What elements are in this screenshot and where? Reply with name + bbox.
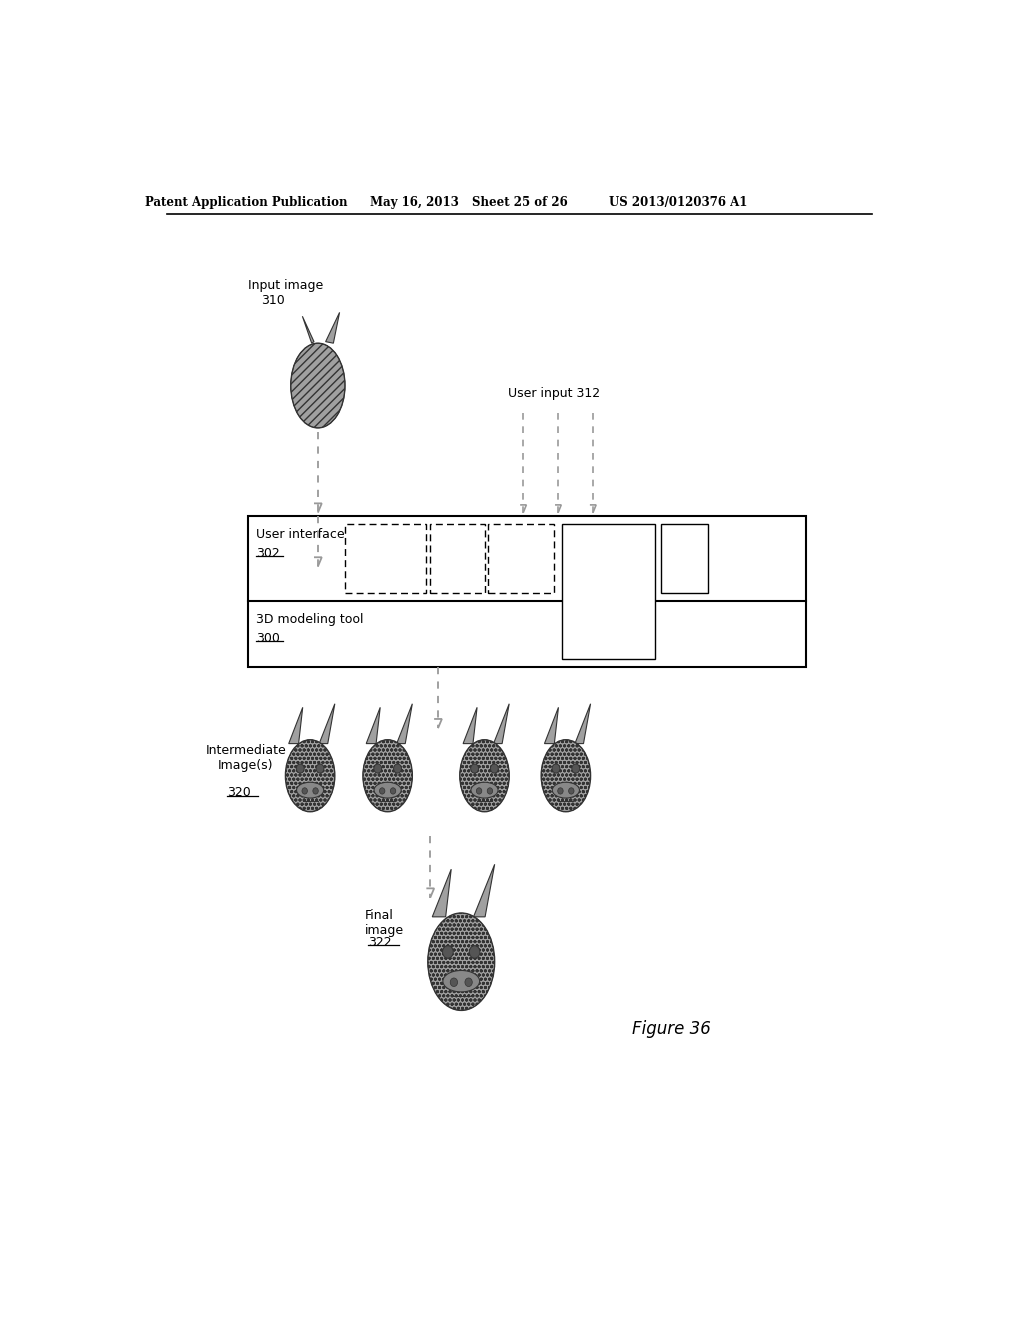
Text: Directional
flow (e.g.,
gravity) option: Directional flow (e.g., gravity) option (347, 543, 424, 576)
Bar (562, 524, 655, 659)
Polygon shape (473, 865, 495, 917)
Bar (488, 524, 554, 594)
Ellipse shape (380, 788, 385, 795)
Ellipse shape (460, 739, 509, 812)
Polygon shape (302, 317, 314, 343)
Ellipse shape (487, 788, 493, 795)
Text: 310: 310 (261, 294, 285, 308)
Ellipse shape (568, 788, 574, 795)
Ellipse shape (316, 764, 324, 774)
Ellipse shape (374, 764, 382, 774)
Polygon shape (463, 708, 477, 743)
Ellipse shape (552, 764, 560, 774)
Ellipse shape (362, 739, 413, 812)
Ellipse shape (428, 913, 495, 1010)
Text: Sheet 25 of 26: Sheet 25 of 26 (472, 195, 568, 209)
Ellipse shape (552, 783, 580, 799)
Text: Figure 36: Figure 36 (632, 1019, 711, 1038)
Text: User input 312: User input 312 (508, 387, 600, 400)
Bar (430, 524, 484, 594)
Polygon shape (326, 313, 340, 343)
Ellipse shape (471, 764, 478, 774)
Polygon shape (396, 704, 413, 743)
Text: 3D modeling
workflows: 3D modeling workflows (575, 550, 642, 572)
Polygon shape (289, 708, 303, 743)
Text: May 16, 2013: May 16, 2013 (371, 195, 459, 209)
Bar (248, 516, 806, 667)
Ellipse shape (393, 764, 401, 774)
Ellipse shape (469, 945, 480, 958)
Polygon shape (494, 704, 509, 743)
Text: Input image: Input image (248, 279, 324, 292)
Ellipse shape (451, 978, 458, 986)
Ellipse shape (390, 788, 396, 795)
Ellipse shape (442, 945, 454, 958)
Text: 322: 322 (369, 936, 392, 949)
Text: Strokes: Strokes (438, 554, 477, 564)
Text: ...: ... (677, 552, 692, 566)
Ellipse shape (286, 739, 335, 812)
Text: US 2013/0120376 A1: US 2013/0120376 A1 (609, 195, 748, 209)
Ellipse shape (571, 764, 580, 774)
Ellipse shape (442, 970, 479, 991)
Text: 3D modeling tool: 3D modeling tool (256, 612, 364, 626)
Bar (345, 524, 426, 594)
Text: 302: 302 (256, 548, 280, 560)
Text: 300: 300 (256, 632, 280, 645)
Ellipse shape (296, 764, 304, 774)
Text: Constraints: Constraints (492, 554, 551, 564)
Text: User interface: User interface (256, 528, 344, 541)
Ellipse shape (476, 788, 481, 795)
Bar (662, 524, 708, 594)
Ellipse shape (313, 788, 318, 795)
Ellipse shape (471, 783, 498, 799)
Polygon shape (319, 704, 335, 743)
Ellipse shape (558, 788, 563, 795)
Text: 320: 320 (227, 785, 251, 799)
Ellipse shape (374, 783, 401, 799)
Ellipse shape (297, 783, 324, 799)
Ellipse shape (490, 764, 499, 774)
Polygon shape (432, 869, 452, 917)
Ellipse shape (291, 343, 345, 428)
Text: Intermediate
Image(s): Intermediate Image(s) (206, 743, 287, 772)
Text: Final
image: Final image (365, 909, 403, 937)
Polygon shape (367, 708, 380, 743)
Polygon shape (545, 708, 558, 743)
Ellipse shape (302, 788, 307, 795)
Ellipse shape (465, 978, 472, 986)
Text: Patent Application Publication: Patent Application Publication (144, 195, 347, 209)
Ellipse shape (541, 739, 591, 812)
Polygon shape (574, 704, 591, 743)
